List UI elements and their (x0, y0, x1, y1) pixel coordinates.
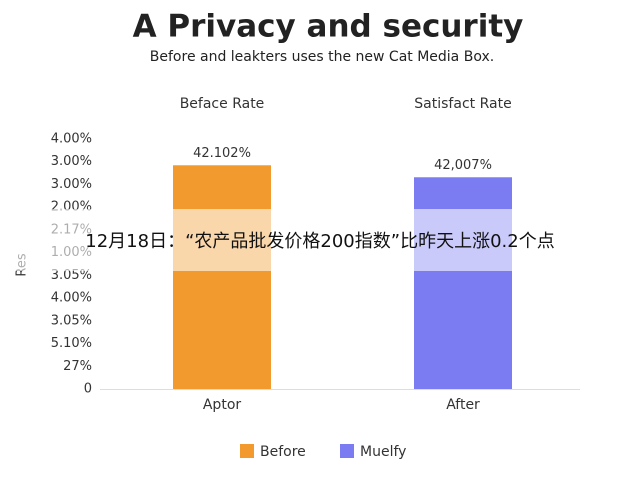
caption: 12月18日：“农产品批发价格200指数”比昨天上涨0.2个点 (85, 231, 554, 252)
column-header: Satisfact Rate (414, 96, 511, 112)
value-label: 42,007% (434, 158, 492, 173)
chart-subtitle: Before and leakters uses the new Cat Med… (150, 49, 494, 65)
y-tick-label: 0 (84, 382, 92, 397)
chart-title: A Privacy and security (133, 9, 524, 45)
y-tick-label: 3.00% (51, 154, 92, 169)
legend-label: Before (260, 444, 306, 460)
legend-swatch (240, 444, 254, 458)
plot-area: 027%5.10%3.05%4.00%3.05%1.00%2.17%2.00%3… (51, 96, 580, 460)
bar (173, 165, 271, 389)
y-tick-label: 27% (63, 359, 92, 374)
legend-swatch (340, 444, 354, 458)
value-label: 42.102% (193, 146, 251, 161)
y-tick-label: 4.00% (51, 291, 92, 306)
y-tick-label: 3.05% (51, 268, 92, 283)
y-tick-label: 4.00% (51, 132, 92, 147)
y-tick-label: 3.05% (51, 313, 92, 328)
y-tick-label: 5.10% (51, 336, 92, 351)
x-tick-label: Aptor (203, 397, 242, 413)
x-tick-label: After (446, 397, 480, 413)
y-tick-label: 3.00% (51, 177, 92, 192)
legend-label: Muelfy (360, 444, 406, 460)
caption-band (0, 209, 640, 271)
column-header: Beface Rate (180, 96, 265, 112)
